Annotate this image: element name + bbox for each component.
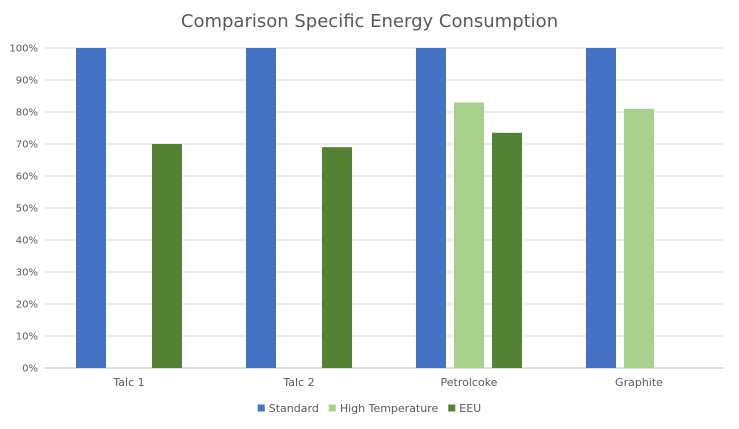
bar-eeu-talc-2 [322,147,352,368]
bar-high-temperature-petrolcoke [454,102,484,369]
bar-high-temperature-graphite [624,108,654,369]
bar-standard-talc-2 [246,48,276,368]
chart-title: Comparison Specific Energy Consumption [181,11,558,32]
x-category-label: Talc 2 [282,376,314,389]
x-axis-category-labels: Talc 1 Talc 2 Petrolcoke Graphite [112,376,663,389]
legend-swatch [448,404,456,412]
y-tick-label: 80% [16,108,38,119]
bar-standard-petrolcoke [416,48,446,368]
y-tick-label: 0% [22,364,38,375]
y-tick-label: 50% [16,204,38,215]
y-tick-label: 90% [16,76,38,87]
legend: Standard High Temperature EEU [257,402,481,415]
y-tick-label: 60% [16,172,38,183]
y-tick-label: 20% [16,300,38,311]
legend-label: EEU [459,402,481,415]
y-tick-label: 40% [16,236,38,247]
y-tick-label: 10% [16,332,38,343]
bars [76,48,654,369]
legend-swatch [328,404,336,412]
x-category-label: Graphite [615,376,663,389]
y-axis-tick-labels: 0% 10% 20% 30% 40% 50% 60% 70% 80% 90% 100% [9,44,38,375]
bar-eeu-petrolcoke [492,132,522,368]
legend-swatch [257,404,265,412]
x-category-label: Talc 1 [112,376,144,389]
legend-label: High Temperature [340,402,439,415]
y-tick-label: 70% [16,140,38,151]
bar-standard-talc-1 [76,48,106,368]
bar-standard-graphite [586,48,616,368]
y-tick-label: 100% [9,44,38,55]
gridlines [44,47,724,369]
legend-label: Standard [269,402,319,415]
x-category-label: Petrolcoke [441,376,498,389]
y-tick-label: 30% [16,268,38,279]
bar-eeu-talc-1 [152,144,182,368]
